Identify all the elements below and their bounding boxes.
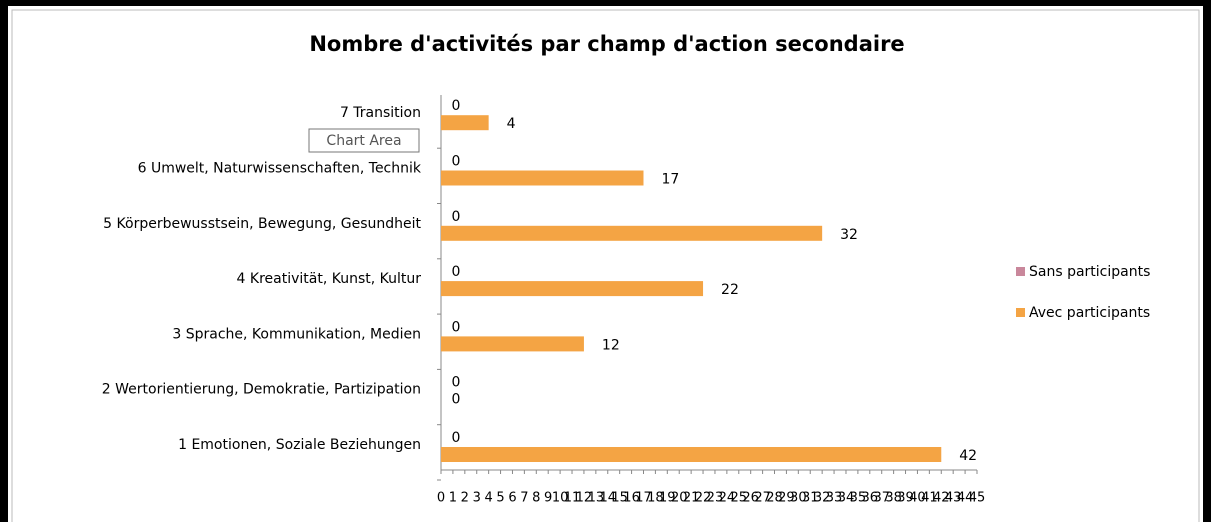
x-tick-label: 10 bbox=[552, 491, 569, 506]
x-tick-label: 7 bbox=[520, 491, 528, 506]
bar bbox=[441, 115, 489, 131]
data-label: 0 bbox=[452, 209, 461, 225]
bar bbox=[441, 281, 704, 297]
data-label: 4 bbox=[507, 116, 516, 132]
x-tick-label: 14 bbox=[599, 491, 616, 506]
x-tick-label: 28 bbox=[766, 491, 783, 506]
x-tick-label: 35 bbox=[850, 491, 867, 506]
x-tick-label: 1 bbox=[449, 491, 457, 506]
legend-label: Sans participants bbox=[1029, 264, 1150, 280]
legend-label: Avec participants bbox=[1029, 305, 1150, 321]
y-tick-label: 3 Sprache, Kommunikation, Medien bbox=[172, 326, 421, 342]
data-label: 32 bbox=[840, 227, 858, 243]
x-tick-label: 37 bbox=[873, 491, 890, 506]
data-label: 0 bbox=[452, 98, 461, 114]
x-tick-label: 40 bbox=[909, 491, 926, 506]
x-tick-label: 5 bbox=[496, 491, 504, 506]
y-tick-label: 1 Emotionen, Soziale Beziehungen bbox=[178, 437, 421, 453]
chart-area bbox=[8, 6, 1203, 522]
x-tick-label: 27 bbox=[754, 491, 771, 506]
x-tick-label: 39 bbox=[897, 491, 914, 506]
y-tick-label: 7 Transition bbox=[340, 105, 421, 121]
x-tick-label: 41 bbox=[921, 491, 938, 506]
x-tick-label: 29 bbox=[778, 491, 795, 506]
chart-title: Nombre d'activités par champ d'action se… bbox=[309, 32, 904, 56]
x-tick-label: 17 bbox=[635, 491, 652, 506]
x-tick-label: 19 bbox=[659, 491, 676, 506]
x-tick-label: 23 bbox=[707, 491, 724, 506]
data-label: 0 bbox=[452, 264, 461, 280]
x-tick-label: 0 bbox=[437, 491, 445, 506]
x-tick-label: 11 bbox=[564, 491, 581, 506]
x-tick-label: 15 bbox=[611, 491, 628, 506]
bar bbox=[441, 447, 942, 462]
x-tick-label: 43 bbox=[945, 491, 962, 506]
x-tick-label: 21 bbox=[683, 491, 700, 506]
y-tick-label: 4 Kreativität, Kunst, Kultur bbox=[237, 271, 422, 287]
y-tick-label: 5 Körperbewusstsein, Bewegung, Gesundhei… bbox=[103, 216, 421, 232]
data-label: 22 bbox=[721, 282, 739, 298]
bar bbox=[441, 225, 823, 241]
x-tick-label: 45 bbox=[969, 491, 986, 506]
x-tick-label: 20 bbox=[671, 491, 688, 506]
bar bbox=[441, 170, 644, 186]
x-tick-label: 18 bbox=[647, 491, 664, 506]
x-tick-label: 36 bbox=[862, 491, 879, 506]
x-tick-label: 6 bbox=[508, 491, 516, 506]
data-label: 0 bbox=[452, 375, 461, 391]
x-tick-label: 2 bbox=[461, 491, 469, 506]
legend-swatch bbox=[1016, 308, 1025, 317]
legend-swatch bbox=[1016, 267, 1025, 276]
data-label: 0 bbox=[452, 154, 461, 170]
x-tick-label: 33 bbox=[826, 491, 843, 506]
bar bbox=[441, 336, 584, 352]
x-tick-label: 22 bbox=[695, 491, 712, 506]
tooltip: Chart Area bbox=[326, 133, 401, 149]
x-tick-label: 42 bbox=[933, 491, 950, 506]
x-tick-label: 13 bbox=[588, 491, 605, 506]
y-tick-label: 6 Umwelt, Naturwissenschaften, Technik bbox=[138, 161, 422, 177]
x-tick-label: 12 bbox=[576, 491, 593, 506]
x-tick-label: 26 bbox=[742, 491, 759, 506]
x-tick-label: 31 bbox=[802, 491, 819, 506]
chart-border bbox=[11, 9, 1200, 522]
data-label: 12 bbox=[602, 337, 620, 353]
tooltip-box bbox=[308, 128, 420, 153]
data-label: 0 bbox=[452, 319, 461, 335]
x-tick-label: 44 bbox=[957, 491, 974, 506]
x-tick-label: 4 bbox=[485, 491, 493, 506]
x-tick-label: 25 bbox=[731, 491, 748, 506]
x-tick-label: 3 bbox=[473, 491, 481, 506]
data-label: 17 bbox=[661, 172, 679, 188]
x-tick-label: 30 bbox=[790, 491, 807, 506]
x-tick-label: 8 bbox=[532, 491, 540, 506]
data-label: 42 bbox=[959, 448, 977, 464]
data-label: 0 bbox=[452, 392, 461, 408]
data-label: 0 bbox=[452, 430, 461, 446]
x-tick-label: 16 bbox=[623, 491, 640, 506]
x-tick-label: 38 bbox=[885, 491, 902, 506]
x-tick-label: 9 bbox=[544, 491, 552, 506]
x-tick-label: 34 bbox=[838, 491, 855, 506]
x-tick-label: 24 bbox=[719, 491, 736, 506]
x-tick-label: 32 bbox=[814, 491, 831, 506]
y-tick-label: 2 Wertorientierung, Demokratie, Partizip… bbox=[102, 382, 421, 398]
